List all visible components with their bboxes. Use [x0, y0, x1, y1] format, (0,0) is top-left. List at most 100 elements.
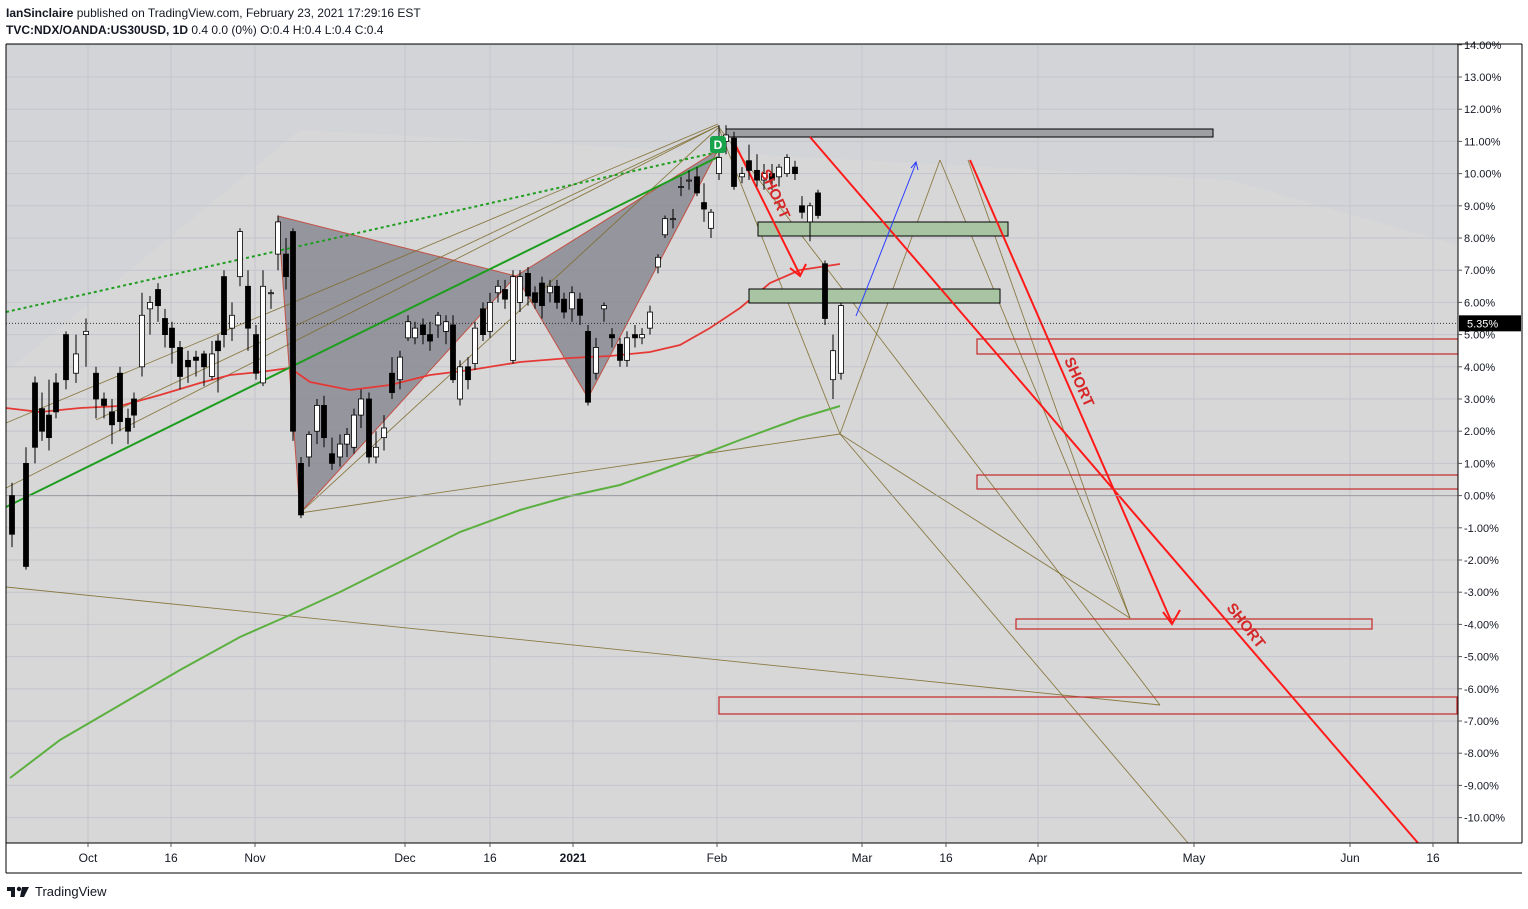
- price-tick-label: -2.00%: [1464, 555, 1499, 567]
- candle-body: [694, 176, 700, 194]
- footer-brand[interactable]: TradingView: [35, 883, 107, 899]
- candle-body: [290, 231, 296, 432]
- author-name[interactable]: IanSinclaire: [6, 6, 74, 20]
- candle-body: [139, 314, 145, 368]
- candle-body: [472, 327, 478, 364]
- pattern-line: [95, 125, 719, 421]
- candle-body: [23, 462, 29, 567]
- publish-info: IanSinclaire published on TradingView.co…: [6, 4, 1006, 22]
- symbol-name[interactable]: TVC:NDX/OANDA:US30USD, 1D: [6, 23, 189, 37]
- candle-body: [807, 205, 813, 223]
- candle-body: [351, 414, 357, 448]
- candle-body: [373, 446, 379, 458]
- candle-body: [686, 179, 692, 182]
- tradingview-logo-icon: [7, 886, 29, 897]
- candle-body: [53, 382, 59, 413]
- price-tick-label: 2.00%: [1464, 426, 1495, 438]
- projection-arrow: [855, 162, 917, 317]
- candle-body: [554, 285, 560, 303]
- candle-body: [784, 157, 790, 175]
- candle-body: [577, 298, 583, 316]
- candle-body: [412, 327, 418, 339]
- candle-body: [298, 462, 304, 516]
- price-tick-label: -7.00%: [1464, 716, 1499, 728]
- candles: [9, 125, 844, 570]
- candle-body: [769, 173, 775, 181]
- candle-body: [746, 160, 752, 171]
- price-tick-label: 9.00%: [1464, 201, 1495, 213]
- price-tick-label: 5.00%: [1464, 330, 1495, 342]
- moving-average-slow: [9, 405, 841, 779]
- time-tick-label: Oct: [79, 851, 98, 865]
- price-tick-label: 4.00%: [1464, 362, 1495, 374]
- projection-arrow-head: [910, 160, 919, 171]
- candle-body: [708, 211, 714, 229]
- candle-body: [532, 292, 538, 303]
- light-shade: [6, 130, 1458, 843]
- pattern-line: [5, 586, 1161, 706]
- candle-body: [502, 289, 508, 300]
- pattern-line: [5, 125, 719, 489]
- candle-body: [435, 314, 441, 326]
- candle-body: [830, 350, 836, 381]
- candle-body: [63, 334, 69, 381]
- price-tick-label: 14.00%: [1464, 40, 1502, 52]
- candle-body: [457, 366, 463, 400]
- target-zone: [718, 696, 1458, 715]
- candle-body: [337, 443, 343, 458]
- candle-body: [547, 285, 553, 294]
- symbol-info: TVC:NDX/OANDA:US30USD, 1D 0.4 0.0 (0%) O…: [6, 22, 1006, 38]
- last-price-badge: [1459, 315, 1521, 332]
- pattern-triangle-bcd: [515, 148, 720, 400]
- price-axis[interactable]: 14.00% 13.00% 12.00% 11.00% 10.00% 9.00% 8.00%…: [1457, 40, 1523, 843]
- candle-body: [776, 166, 782, 178]
- pattern-line: [839, 433, 1189, 844]
- candle-body: [601, 305, 607, 310]
- candle-body: [678, 186, 684, 188]
- price-tick-label: 11.00%: [1464, 136, 1501, 148]
- candle-body: [344, 434, 350, 445]
- candle-body: [329, 453, 335, 464]
- candle-body: [314, 405, 320, 432]
- candle-body: [306, 434, 312, 458]
- pattern-line: [299, 433, 841, 514]
- price-tick-label: -4.00%: [1464, 619, 1499, 631]
- short-arrow-head: [789, 263, 807, 278]
- candle-body: [117, 372, 123, 422]
- price-axis-background: [1458, 44, 1522, 843]
- time-tick-label: Jun: [1340, 851, 1359, 865]
- candle-body: [381, 427, 387, 439]
- price-tick-label: 12.00%: [1464, 104, 1502, 116]
- candle-body: [569, 292, 575, 310]
- candle-body: [245, 285, 251, 329]
- candle-body: [260, 285, 266, 384]
- candle-body: [93, 372, 99, 400]
- candle-body: [761, 173, 767, 181]
- candle-body: [397, 356, 403, 381]
- candle-body: [443, 321, 449, 332]
- demand-zone: [748, 288, 1001, 304]
- time-tick-label: Mar: [852, 851, 873, 865]
- candle-body: [221, 276, 227, 336]
- candle-body: [185, 359, 191, 368]
- candle-body: [716, 157, 722, 175]
- candle-body: [670, 218, 676, 221]
- last-price-label: 5.35%: [1467, 318, 1498, 330]
- candle-body: [32, 382, 38, 448]
- candle-body: [229, 314, 235, 329]
- pattern-line: [5, 123, 719, 424]
- candle-body: [321, 405, 327, 439]
- time-tick-label: 16: [939, 851, 953, 865]
- candle-body: [162, 318, 168, 336]
- candle-body: [131, 398, 137, 416]
- candle-body: [83, 330, 89, 336]
- candle-body: [480, 308, 486, 335]
- candle-body: [193, 356, 199, 361]
- moving-average-fast: [5, 263, 841, 413]
- trendline-solid: [5, 156, 719, 508]
- candle-body: [517, 276, 523, 303]
- time-axis[interactable]: Oct 16 Nov Dec 16 2021 Feb Mar 16 Apr May Jun 16: [5, 43, 1522, 874]
- time-axis-background: [6, 843, 1522, 873]
- price-tick-label: 1.00%: [1464, 458, 1495, 470]
